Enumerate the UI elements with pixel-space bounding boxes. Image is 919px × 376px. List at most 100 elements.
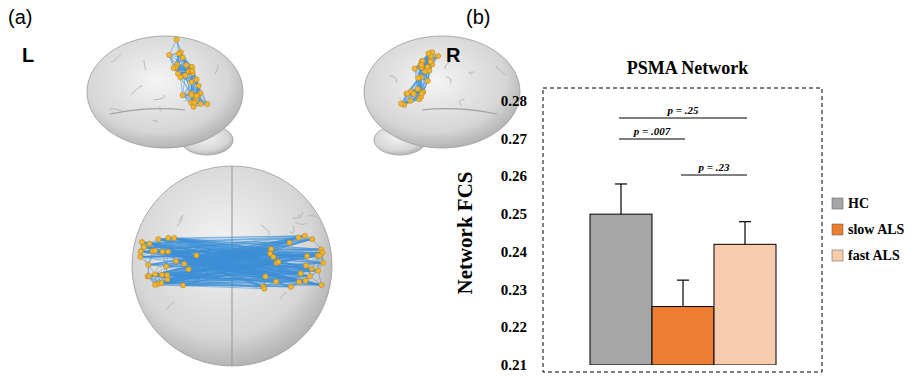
node (194, 253, 199, 258)
node (172, 235, 177, 240)
node (180, 93, 185, 98)
error-bar (677, 280, 689, 306)
node (309, 266, 314, 271)
error-bar (739, 222, 751, 245)
figure: (a)(b)LRPSMA NetworkNetwork FCS0.210.220… (0, 0, 919, 376)
p-value: p = .007 (633, 125, 671, 137)
network-edges (401, 52, 438, 104)
node (166, 249, 171, 254)
y-tick-label: 0.28 (501, 93, 527, 109)
node (296, 235, 301, 240)
node (303, 278, 308, 283)
node (183, 73, 188, 78)
gyrus (390, 76, 397, 83)
hemisphere-label: R (446, 44, 461, 66)
error-cap (615, 183, 627, 184)
legend-label: slow ALS (848, 222, 905, 237)
cerebrum (132, 166, 332, 366)
network-edges (169, 39, 207, 106)
node (399, 101, 404, 106)
node (156, 237, 161, 242)
node (321, 260, 326, 265)
node (184, 63, 189, 68)
y-tick-label: 0.22 (501, 319, 527, 335)
legend: HCslow ALSfast ALS (832, 196, 905, 263)
node (138, 249, 143, 254)
node (419, 91, 424, 96)
gyrus (496, 66, 506, 75)
top-brain (132, 166, 332, 366)
node (271, 254, 276, 259)
node (198, 101, 203, 106)
node (298, 271, 303, 276)
node (411, 91, 416, 96)
gyrus (111, 54, 121, 62)
node (303, 263, 308, 268)
cerebrum (364, 36, 520, 148)
node (288, 284, 293, 289)
gyrus (131, 86, 141, 94)
node (268, 246, 273, 251)
node (194, 93, 199, 98)
edge (148, 238, 299, 277)
edge (168, 252, 320, 256)
y-tick-label: 0.25 (501, 206, 527, 222)
gyrus (166, 301, 174, 309)
node (310, 237, 315, 242)
node (317, 253, 322, 258)
p-value: p = .23 (697, 161, 730, 173)
chart-title: PSMA Network (627, 58, 748, 78)
node (178, 75, 183, 80)
node (166, 235, 171, 240)
significance-line (681, 175, 747, 176)
edge (141, 252, 322, 285)
gyrus (290, 226, 294, 233)
gyrus (153, 95, 164, 100)
node (304, 253, 309, 258)
gyrus (300, 212, 302, 219)
node (262, 286, 267, 291)
node (404, 91, 409, 96)
network-nodes (399, 50, 441, 108)
node (153, 272, 158, 277)
bar (652, 307, 714, 365)
node (186, 267, 191, 272)
node (296, 279, 301, 284)
gyrus (215, 65, 219, 74)
error-cap (677, 280, 689, 281)
edge (167, 239, 312, 275)
sylvian-fissure (110, 109, 185, 114)
bars (590, 184, 776, 365)
node (319, 282, 324, 287)
node (160, 249, 165, 254)
legend-label: fast ALS (848, 248, 900, 263)
edge (168, 252, 321, 285)
node (182, 261, 187, 266)
y-tick-label: 0.21 (501, 357, 527, 373)
panel-label: (a) (8, 6, 32, 28)
legend-swatch (832, 224, 843, 235)
node (141, 244, 146, 249)
y-tick-label: 0.24 (501, 244, 528, 260)
node (408, 98, 413, 103)
node (174, 37, 179, 42)
edge (149, 238, 299, 276)
gyrus (144, 60, 146, 70)
network-nodes (167, 37, 210, 109)
node (146, 262, 151, 267)
panel-label: (b) (466, 6, 490, 28)
node (139, 240, 144, 245)
node (164, 264, 169, 269)
node (416, 76, 421, 81)
gyrus (399, 98, 401, 100)
node (138, 254, 143, 259)
gyrus (469, 72, 475, 74)
significance-line (619, 118, 747, 119)
significance-line (619, 139, 685, 140)
gyrus (460, 99, 465, 106)
node (189, 80, 194, 85)
legend-swatch (832, 198, 843, 209)
node (147, 241, 152, 246)
node (428, 59, 433, 64)
edge (189, 263, 324, 269)
